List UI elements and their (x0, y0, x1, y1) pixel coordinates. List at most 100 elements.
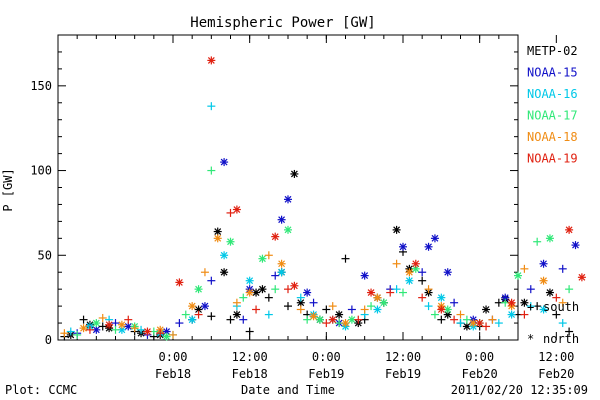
south-point (226, 315, 235, 324)
south-point (252, 305, 261, 314)
south-point (552, 293, 561, 302)
north-point (424, 242, 433, 251)
north-point (175, 278, 184, 287)
x-tick-date: Feb20 (462, 367, 498, 381)
north-point (577, 273, 586, 282)
south-point (245, 327, 254, 336)
south-point (98, 313, 107, 322)
north-point (92, 319, 101, 328)
north-point (213, 234, 222, 243)
y-axis-label: P [GW] (1, 168, 15, 211)
legend-entry: NOAA-16 (527, 87, 578, 101)
south-point (347, 305, 356, 314)
south-point (194, 310, 203, 319)
south-point (437, 315, 446, 324)
north-point (571, 241, 580, 250)
south-point (85, 325, 94, 334)
south-point (328, 302, 337, 311)
south-point (175, 319, 184, 328)
north-point (277, 268, 286, 277)
north-point (162, 332, 171, 341)
south-point (137, 325, 146, 334)
south-point (111, 319, 120, 328)
north-point (501, 293, 510, 302)
south-point (424, 302, 433, 311)
south-point (367, 302, 376, 311)
north-point (520, 298, 529, 307)
marker-key: + south * north (527, 300, 579, 346)
south-point (418, 276, 427, 285)
north-point (539, 305, 548, 314)
north-point (328, 315, 337, 324)
north-point (367, 288, 376, 297)
south-point (271, 285, 280, 294)
north-point (207, 56, 216, 65)
south-point (156, 329, 165, 338)
north-point (188, 302, 197, 311)
north-point (545, 234, 554, 243)
y-tick-label: 100 (30, 164, 52, 178)
south-point (79, 315, 88, 324)
south-point (98, 322, 107, 331)
south-point (450, 298, 459, 307)
north-point (475, 319, 484, 328)
south-point (488, 315, 497, 324)
south-point (271, 271, 280, 280)
south-point (565, 327, 574, 336)
north-point (232, 310, 241, 319)
north-point (335, 310, 344, 319)
legend-entry: NOAA-17 (527, 109, 578, 123)
north-point (290, 281, 299, 290)
x-tick-time: 0:00 (312, 350, 341, 364)
south-point (296, 293, 305, 302)
south-point (392, 285, 401, 294)
south-point (558, 319, 567, 328)
south-point (169, 330, 177, 339)
north-point (443, 268, 452, 277)
south-point (284, 302, 292, 311)
south-point (322, 319, 331, 328)
south-point (462, 315, 471, 324)
legend-entry: NOAA-15 (527, 66, 578, 80)
y-axis: 0 50 100 150 (30, 34, 518, 347)
x-axis: 0:00 Feb18 12:00 Feb18 0:00 Feb19 12:00 Feb19 0:… (76, 35, 574, 381)
south-marker-label: south (543, 300, 579, 314)
x-tick-date: Feb19 (308, 367, 344, 381)
north-point (290, 169, 299, 178)
north-point (392, 225, 401, 234)
x-tick-time: 12:00 (232, 350, 268, 364)
north-point (79, 324, 88, 333)
south-point (482, 322, 491, 331)
x-tick-date: Feb18 (232, 367, 268, 381)
legend-entry: NOAA-19 (527, 152, 578, 166)
north-point (220, 251, 229, 260)
north-point (373, 293, 382, 302)
north-point (514, 271, 522, 280)
south-point (322, 305, 331, 314)
south-point (558, 264, 567, 273)
south-point (226, 208, 235, 217)
north-point (315, 315, 324, 324)
south-point (264, 310, 273, 319)
north-point (399, 242, 407, 251)
north-point (258, 285, 267, 294)
north-point (258, 254, 267, 263)
y-tick-label: 50 (38, 248, 52, 262)
legend: METP-02 NOAA-15 NOAA-16 NOAA-17 NOAA-18 NOAA-… (527, 44, 578, 166)
y-tick-label: 150 (30, 79, 52, 93)
north-point (341, 319, 350, 328)
south-point (200, 268, 209, 277)
south-point (424, 285, 433, 294)
north-point (226, 237, 235, 246)
north-point (482, 305, 491, 314)
north-point (539, 276, 548, 285)
x-tick-time: 0:00 (159, 350, 188, 364)
south-point (399, 288, 407, 297)
north-point (213, 227, 222, 236)
data-points (60, 56, 586, 341)
north-point (105, 320, 114, 329)
north-point (360, 271, 369, 280)
south-point (360, 305, 369, 314)
north-point (200, 302, 209, 311)
